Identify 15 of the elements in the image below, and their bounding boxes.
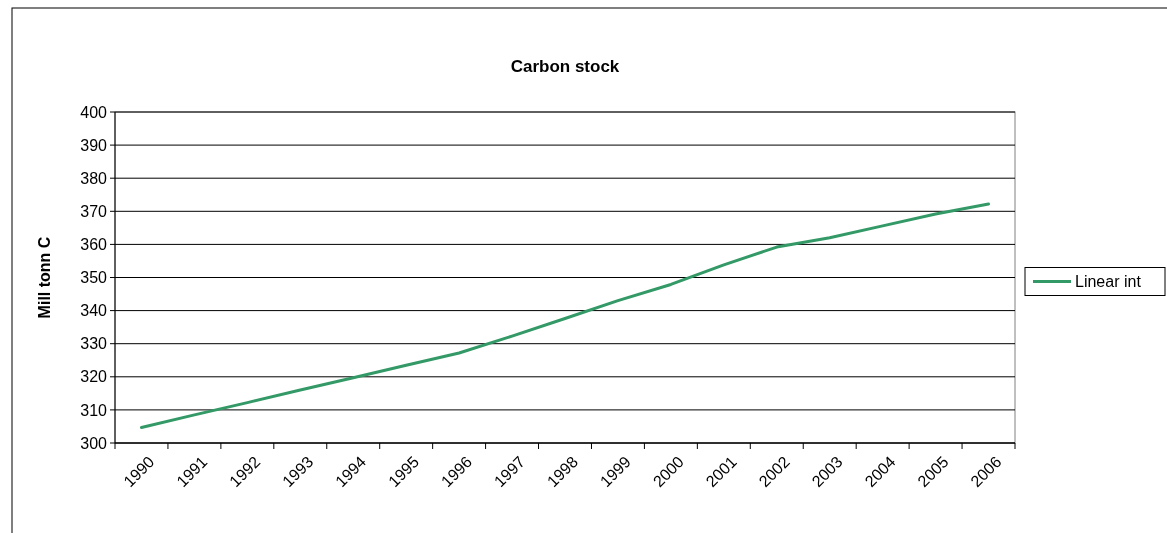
y-tick-label: 360 bbox=[80, 236, 108, 253]
y-tick-label: 330 bbox=[80, 335, 108, 353]
y-tick-label: 400 bbox=[80, 103, 108, 121]
y-tick-label: 380 bbox=[80, 169, 108, 187]
y-tick-label: 310 bbox=[80, 401, 108, 419]
chart-title: Carbon stock bbox=[510, 57, 620, 76]
legend-label: Linear int bbox=[1075, 273, 1142, 291]
y-tick-label: 390 bbox=[80, 136, 108, 154]
y-tick-label: 370 bbox=[80, 202, 108, 220]
y-tick-label: 350 bbox=[80, 269, 108, 287]
y-axis-title: Mill tonn C bbox=[36, 236, 53, 319]
line-series bbox=[139, 202, 991, 429]
y-tick-label: 320 bbox=[80, 368, 108, 386]
y-tick-label: 340 bbox=[80, 302, 108, 320]
y-tick-label: 300 bbox=[80, 434, 108, 452]
